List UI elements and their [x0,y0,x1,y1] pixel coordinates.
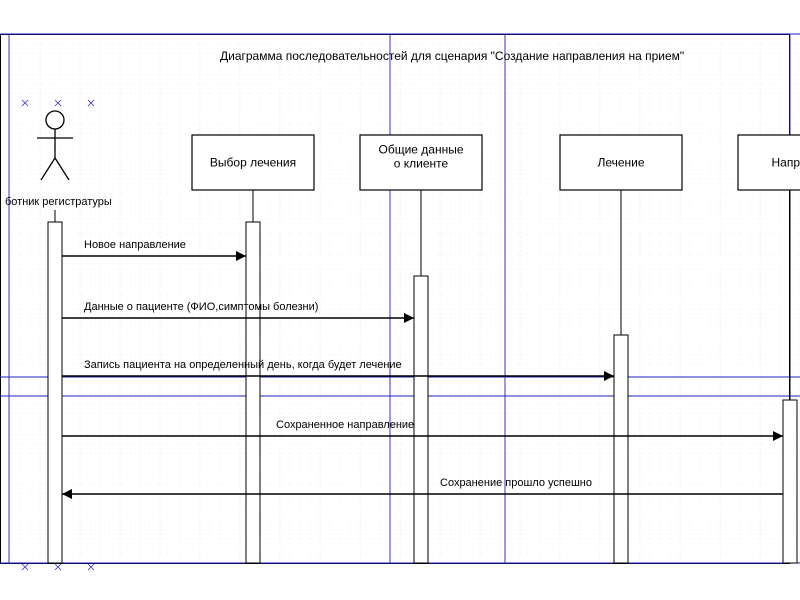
message-m3: Запись пациента на определенный день, ко… [62,359,614,381]
message-m1: Новое направление [62,239,246,261]
editor-grid [0,34,800,564]
activation-bar [614,335,628,563]
diagram-canvas: Диаграмма последовательностей для сценар… [0,0,800,600]
participant-label: о клиенте [394,157,449,171]
activation-bar [414,276,428,563]
message-m2: Данные о пациенте (ФИО,симптомы болезни) [62,301,414,323]
participant-label: Общие данные [378,143,463,157]
activation-bar [48,222,62,563]
actor-label: ботник регистратуры [5,196,112,208]
message-label: Новое направление [84,239,186,251]
activations-layer [48,222,797,563]
activation-bar [246,222,260,563]
participants-layer: Выбор лечения Общие данныео клиенте Лечени… [192,135,800,563]
activation-bar [783,400,797,563]
participant-label: Выбор лечения [210,156,296,170]
sequence-diagram-svg: Диаграмма последовательностей для сценар… [0,0,800,600]
participant-label: Направле [772,156,800,170]
participant-label: Лечение [597,156,644,170]
message-label: Сохранение прошло успешно [440,477,592,489]
message-label: Сохраненное направление [276,419,414,431]
message-label: Данные о пациенте (ФИО,симптомы болезни) [84,301,318,313]
diagram-title: Диаграмма последовательностей для сценар… [220,49,684,63]
message-label: Запись пациента на определенный день, ко… [84,359,402,371]
